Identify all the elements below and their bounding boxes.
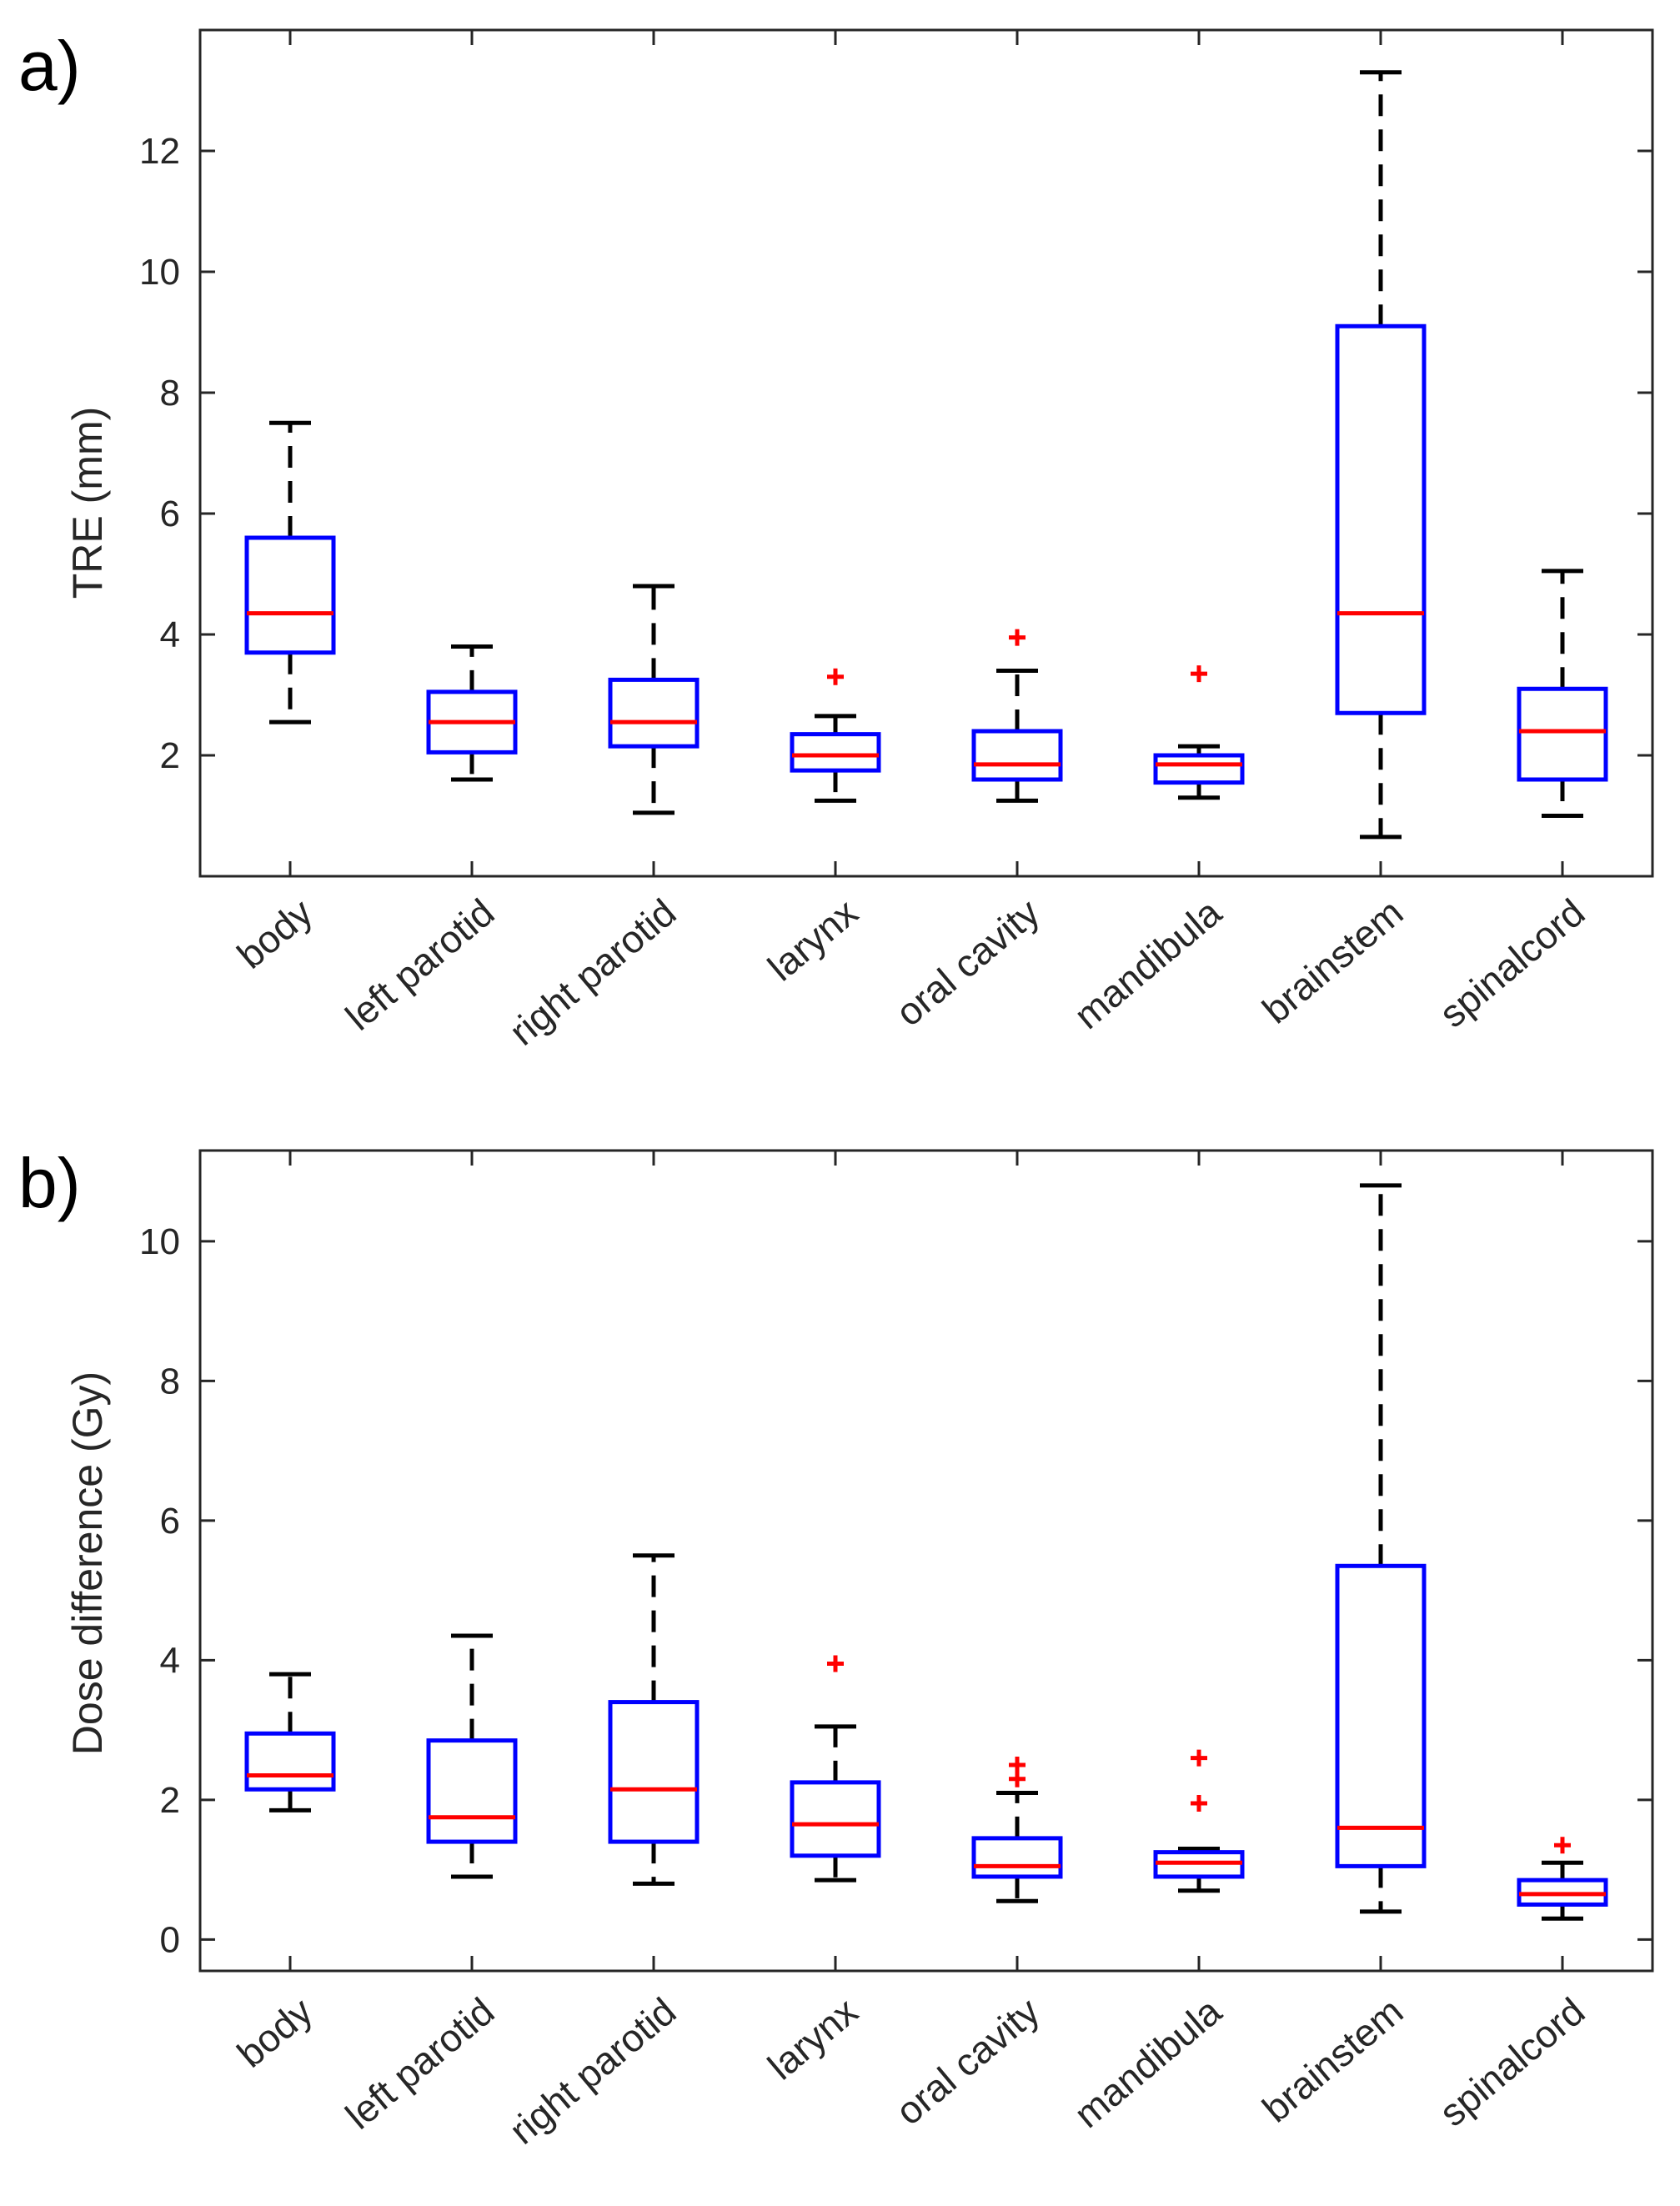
- category-label: left parotid: [337, 1989, 502, 2138]
- category-label: left parotid: [337, 890, 502, 1039]
- category-label: brainstem: [1254, 1989, 1411, 2131]
- box-oral-cavity: [971, 629, 1063, 803]
- outlier-marker: [1009, 1756, 1026, 1773]
- iqr-box: [1153, 753, 1245, 785]
- box-left-parotid: [426, 644, 518, 782]
- category-label: oral cavity: [887, 1989, 1047, 2133]
- outlier-marker: [1009, 1770, 1026, 1787]
- ytick-label: 6: [160, 494, 180, 534]
- panel-b-yticks: 0 2 4 6 8 10: [139, 1221, 1652, 1960]
- category-label: right parotid: [501, 1989, 685, 2153]
- iqr-box: [790, 1780, 881, 1858]
- panel-b-boxes: [244, 1183, 1608, 1921]
- box-right-parotid: [608, 584, 700, 815]
- iqr-box: [1335, 323, 1427, 715]
- box-mandibula: [1153, 1749, 1245, 1893]
- panel-b-label: b): [18, 1144, 81, 1222]
- box-oral-cavity: [971, 1756, 1063, 1903]
- ytick-label: 8: [160, 1361, 180, 1401]
- iqr-box: [244, 535, 336, 655]
- panel-a-axes: [198, 28, 1654, 878]
- box-brainstem: [1335, 1183, 1427, 1914]
- outlier-marker: [1191, 665, 1207, 683]
- panel-b-axes: [198, 1149, 1654, 1973]
- category-label: larynx: [760, 890, 865, 990]
- category-label: body: [229, 890, 321, 977]
- category-label: brainstem: [1254, 890, 1411, 1032]
- ytick-label: 6: [160, 1501, 180, 1542]
- panel-a-ylabel: TRE (mm): [64, 407, 111, 599]
- ytick-label: 2: [160, 735, 180, 776]
- iqr-box: [971, 1836, 1063, 1879]
- outlier-marker: [827, 668, 844, 685]
- box-body: [244, 420, 336, 724]
- ytick-label: 4: [160, 1640, 180, 1681]
- ytick-label: 4: [160, 614, 180, 655]
- box-body: [244, 1672, 336, 1812]
- iqr-box: [426, 1738, 518, 1844]
- panel-b: b) Dose difference (Gy) 0 2 4 6 8 10 body left…: [18, 1144, 1654, 2153]
- ytick-label: 10: [139, 252, 180, 293]
- iqr-box: [1517, 686, 1608, 782]
- panel-a: a) TRE (mm) 2 4 6 8 10 12 body left parotidrig…: [18, 27, 1654, 1054]
- iqr-box: [608, 677, 700, 749]
- category-label: mandibula: [1066, 1989, 1229, 2137]
- category-label: oral cavity: [887, 890, 1047, 1035]
- iqr-box: [608, 1700, 700, 1844]
- ytick-label: 8: [160, 373, 180, 414]
- outlier-marker: [1554, 1837, 1571, 1854]
- box-spinalcord: [1517, 1837, 1608, 1921]
- ytick-label: 10: [139, 1221, 180, 1262]
- category-label: mandibula: [1066, 890, 1229, 1038]
- box-larynx: [790, 668, 881, 803]
- panel-a-yticks: 2 4 6 8 10 12: [139, 131, 1652, 776]
- outlier-marker: [1191, 1795, 1207, 1812]
- box-right-parotid: [608, 1553, 700, 1886]
- outlier-marker: [1009, 629, 1026, 646]
- category-label: spinalcord: [1431, 1989, 1592, 2135]
- ytick-label: 12: [139, 131, 180, 172]
- panel-a-boxes: [244, 70, 1608, 840]
- ytick-label: 0: [160, 1919, 180, 1960]
- outlier-marker: [1191, 1749, 1207, 1767]
- category-label: larynx: [760, 1989, 865, 2088]
- box-spinalcord: [1517, 569, 1608, 818]
- outlier-marker: [827, 1655, 844, 1672]
- panel-b-ylabel: Dose difference (Gy): [64, 1371, 111, 1755]
- box-left-parotid: [426, 1633, 518, 1879]
- box-brainstem: [1335, 70, 1427, 840]
- category-label: body: [229, 1989, 321, 2076]
- box-mandibula: [1153, 665, 1245, 800]
- box-larynx: [790, 1655, 881, 1883]
- iqr-box: [971, 729, 1063, 782]
- iqr-box: [790, 732, 881, 773]
- panel-a-label: a): [18, 27, 81, 105]
- iqr-box: [244, 1731, 336, 1792]
- category-label: right parotid: [501, 890, 685, 1054]
- category-label: spinalcord: [1431, 890, 1592, 1036]
- ytick-label: 2: [160, 1780, 180, 1821]
- iqr-box: [1335, 1563, 1427, 1868]
